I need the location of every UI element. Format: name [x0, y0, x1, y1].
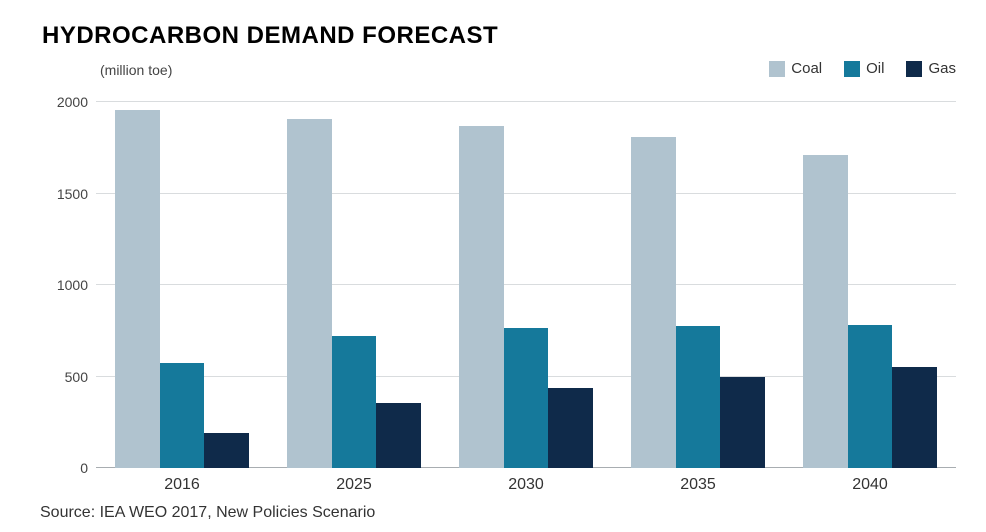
- legend-label-coal: Coal: [791, 60, 822, 77]
- ytick-0: 0: [80, 460, 88, 476]
- xlabel-2: 2030: [440, 472, 612, 494]
- x-axis: 2016 2025 2030 2035 2040: [96, 472, 956, 496]
- bar-gas-0: [204, 433, 249, 468]
- bar-oil-1: [332, 336, 377, 468]
- bar-gas-4: [892, 367, 937, 468]
- bar-gas-1: [376, 403, 421, 468]
- ytick-2: 1000: [57, 277, 88, 293]
- bar-oil-0: [160, 363, 205, 468]
- legend: Coal Oil Gas: [769, 60, 956, 77]
- legend-item-coal: Coal: [769, 60, 822, 77]
- ytick-4: 2000: [57, 94, 88, 110]
- bar-coal-2: [459, 126, 504, 468]
- ytick-3: 1500: [57, 186, 88, 202]
- bar-gas-2: [548, 388, 593, 468]
- bar-oil-3: [676, 326, 721, 468]
- group-0: [96, 84, 268, 468]
- chart-title: HYDROCARBON DEMAND FORECAST: [42, 22, 956, 50]
- bar-groups: [96, 84, 956, 468]
- group-3: [612, 84, 784, 468]
- bar-oil-4: [848, 325, 893, 468]
- legend-label-oil: Oil: [866, 60, 884, 77]
- xlabel-4: 2040: [784, 472, 956, 494]
- legend-swatch-gas: [906, 61, 922, 77]
- bar-oil-2: [504, 328, 549, 468]
- bar-coal-4: [803, 155, 848, 468]
- xlabel-1: 2025: [268, 472, 440, 494]
- xlabel-0: 2016: [96, 472, 268, 494]
- plot-row: 0 500 1000 1500 2000: [40, 60, 956, 472]
- source-caption: Source: IEA WEO 2017, New Policies Scena…: [40, 504, 956, 522]
- legend-label-gas: Gas: [928, 60, 956, 77]
- group-2: [440, 84, 612, 468]
- legend-swatch-coal: [769, 61, 785, 77]
- legend-item-gas: Gas: [906, 60, 956, 77]
- plot: [96, 84, 956, 468]
- chart-area: (million toe) Coal Oil Gas 0 500 1000 15…: [40, 60, 956, 496]
- bar-gas-3: [720, 377, 765, 468]
- group-4: [784, 84, 956, 468]
- bar-coal-0: [115, 110, 160, 468]
- bar-coal-1: [287, 119, 332, 468]
- bar-coal-3: [631, 137, 676, 468]
- y-unit-label: (million toe): [100, 62, 172, 78]
- y-axis: 0 500 1000 1500 2000: [40, 60, 96, 472]
- legend-item-oil: Oil: [844, 60, 884, 77]
- xlabel-3: 2035: [612, 472, 784, 494]
- legend-swatch-oil: [844, 61, 860, 77]
- group-1: [268, 84, 440, 468]
- ytick-1: 500: [65, 369, 88, 385]
- chart-wrapper: HYDROCARBON DEMAND FORECAST (million toe…: [0, 0, 986, 532]
